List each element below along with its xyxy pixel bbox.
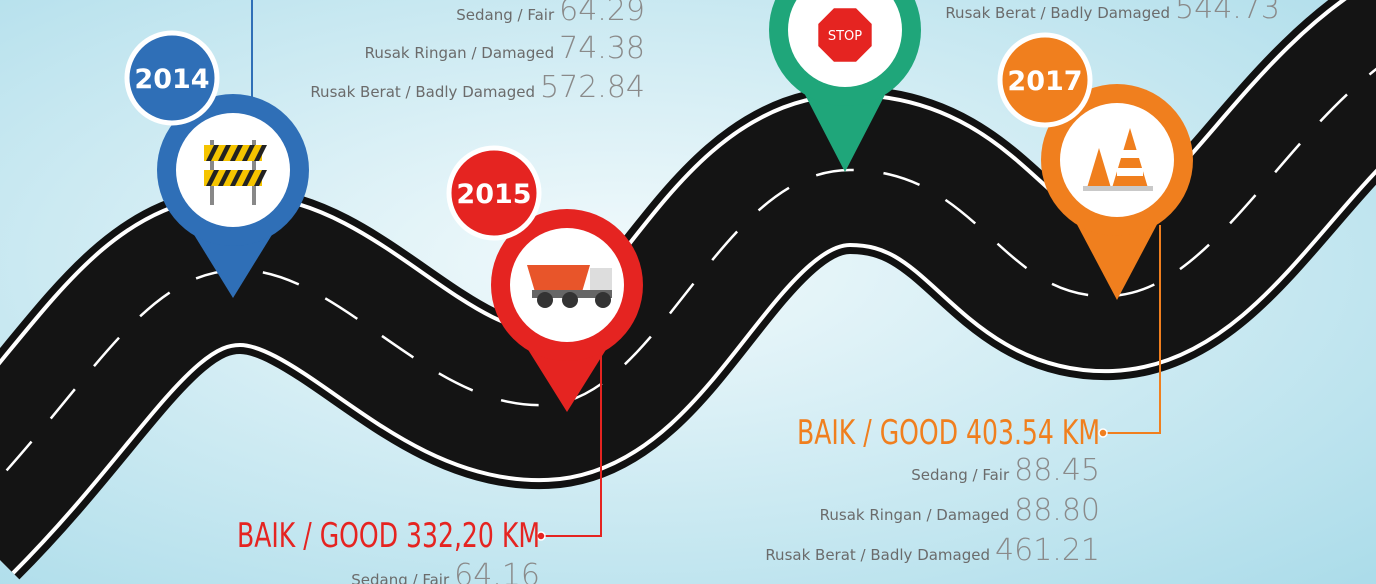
year-badge	[446, 145, 542, 241]
info-row: Rusak Ringan / Damaged 88.80	[820, 493, 1100, 528]
headline: BAIK / GOOD 332,20 KM	[237, 516, 540, 556]
row-value: 461.21	[995, 533, 1100, 568]
row-label: Rusak Berat / Badly Damaged	[945, 4, 1170, 22]
cone	[1087, 148, 1111, 188]
row-value: 64.29	[559, 0, 645, 28]
info-row: Sedang / Fair 64.16	[351, 558, 540, 584]
info-row: Sedang / Fair 64.29	[456, 0, 645, 28]
wheel	[595, 292, 611, 308]
info-block: Sedang / Fair 64.29 Rusak Ringan / Damaged…	[310, 0, 645, 105]
info-block: BAIK / GOOD 332,20 KM Sedang / Fair 64.16	[237, 516, 540, 584]
pins: 2014 2015 STOP 2017	[124, 0, 1193, 412]
pin-tip	[522, 340, 612, 412]
pin-tip	[1072, 215, 1162, 300]
stripe	[254, 145, 267, 161]
stripe	[254, 170, 267, 186]
row-value: 74.38	[559, 31, 645, 66]
pin: 2014	[124, 30, 309, 298]
leader-lines	[251, 0, 1161, 541]
pin: 2015	[446, 145, 643, 412]
pin: STOP	[769, 0, 921, 172]
row-label: Rusak Ringan / Damaged	[365, 44, 554, 62]
info-row: Rusak Ringan / Damaged 74.38	[365, 31, 645, 66]
truck-cab	[590, 268, 612, 294]
info-block: Rusak Berat / Badly Damaged 544.73	[945, 0, 1280, 26]
stripe	[218, 170, 231, 186]
stripe	[242, 170, 255, 186]
stop-text: STOP	[828, 29, 862, 44]
cone-band	[1117, 168, 1143, 176]
info-row: Rusak Berat / Badly Damaged 572.84	[310, 70, 645, 105]
year-label: 2017	[1007, 66, 1082, 97]
stripe	[230, 145, 243, 161]
year-badge	[997, 32, 1093, 128]
pin-face	[1060, 103, 1174, 217]
row-label: Rusak Ringan / Damaged	[820, 506, 1009, 524]
headline: BAIK / GOOD 403.54 KM	[797, 413, 1100, 453]
row-value: 88.45	[1014, 453, 1100, 488]
pin-tip	[188, 225, 278, 298]
cone-base	[1083, 186, 1153, 191]
wheel	[562, 292, 578, 308]
stop-sign	[816, 6, 874, 64]
row-value: 544.73	[1175, 0, 1280, 26]
wheel	[537, 292, 553, 308]
truck-bed	[527, 265, 590, 292]
row-value: 64.16	[454, 558, 540, 584]
year-label: 2014	[134, 64, 209, 95]
pin: 2017	[997, 32, 1193, 300]
info-row: Rusak Berat / Badly Damaged 461.21	[765, 533, 1100, 568]
info-row: Rusak Berat / Badly Damaged 544.73	[945, 0, 1280, 26]
year-badge	[124, 30, 220, 126]
pin-tip	[800, 85, 890, 172]
row-value: 572.84	[540, 70, 645, 105]
year-label: 2015	[456, 179, 531, 210]
stripe	[206, 145, 219, 161]
cone-band	[1121, 150, 1139, 158]
row-label: Sedang / Fair	[911, 466, 1010, 484]
info-row: Sedang / Fair 88.45	[911, 453, 1100, 488]
row-label: Sedang / Fair	[351, 571, 450, 584]
stripe	[218, 145, 231, 161]
row-label: Rusak Berat / Badly Damaged	[765, 546, 990, 564]
stripe	[230, 170, 243, 186]
row-label: Rusak Berat / Badly Damaged	[310, 83, 535, 101]
stripe	[206, 170, 219, 186]
row-label: Sedang / Fair	[456, 6, 555, 24]
stripe	[242, 145, 255, 161]
row-value: 88.80	[1014, 493, 1100, 528]
